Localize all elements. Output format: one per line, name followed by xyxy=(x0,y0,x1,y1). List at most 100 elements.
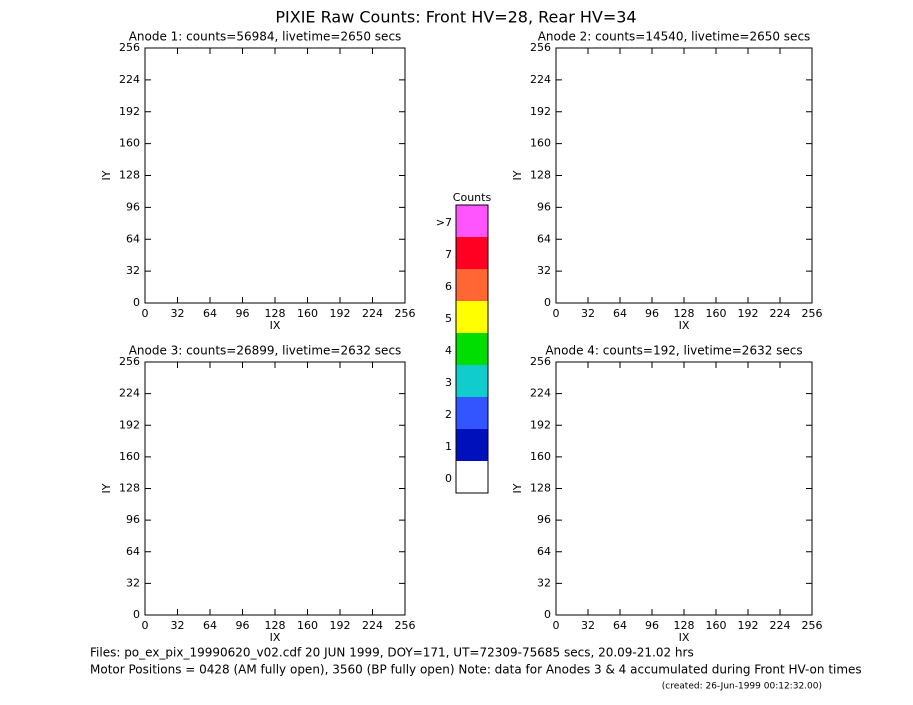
x-tick-label: 256 xyxy=(802,619,823,632)
x-tick-label: 256 xyxy=(395,307,416,320)
x-tick-label: 224 xyxy=(362,307,383,320)
y-tick-label: 64 xyxy=(537,545,551,558)
colorbar-label: 5 xyxy=(445,312,452,325)
y-tick-label: 160 xyxy=(119,450,140,463)
x-axis-label: IX xyxy=(270,631,281,644)
y-tick-label: 160 xyxy=(530,137,551,150)
color-swatch xyxy=(456,333,488,365)
y-tick-label: 32 xyxy=(126,576,140,589)
x-tick-label: 160 xyxy=(297,619,318,632)
panel-title: Anode 2: counts=14540, livetime=2650 sec… xyxy=(538,30,811,44)
x-tick-label: 0 xyxy=(142,619,149,632)
y-tick-label: 64 xyxy=(126,545,140,558)
y-tick-label: 128 xyxy=(530,169,551,182)
colorbar-title: Counts xyxy=(453,191,492,204)
footer-text: Files: po_ex_pix_19990620_v02.cdf 20 JUN… xyxy=(90,646,694,660)
colorbar-label: 6 xyxy=(445,280,452,293)
color-swatch xyxy=(456,461,488,493)
colorbar-frame xyxy=(455,204,489,494)
y-tick-label: 64 xyxy=(126,232,140,245)
x-tick-label: 192 xyxy=(330,619,351,632)
x-tick-label: 192 xyxy=(330,307,351,320)
y-axis-label: IY xyxy=(511,483,524,493)
colorbar-label: 0 xyxy=(445,472,452,485)
y-tick-label: 192 xyxy=(119,418,140,431)
y-tick-label: 0 xyxy=(133,608,140,621)
colorbar-label: 1 xyxy=(445,440,452,453)
y-tick-label: 32 xyxy=(537,576,551,589)
color-swatch xyxy=(456,365,488,397)
y-tick-label: 256 xyxy=(530,41,551,54)
x-tick-label: 224 xyxy=(770,307,791,320)
x-tick-label: 160 xyxy=(297,307,318,320)
x-tick-label: 96 xyxy=(236,307,250,320)
x-tick-label: 32 xyxy=(171,307,185,320)
plot-frame xyxy=(555,361,813,616)
plot-frame xyxy=(144,361,406,616)
y-tick-label: 128 xyxy=(530,482,551,495)
y-tick-label: 128 xyxy=(119,169,140,182)
x-axis-label: IX xyxy=(679,319,690,332)
y-tick-label: 224 xyxy=(530,387,551,400)
y-tick-label: 160 xyxy=(119,137,140,150)
y-tick-label: 96 xyxy=(537,200,551,213)
x-tick-label: 64 xyxy=(203,619,217,632)
y-tick-label: 32 xyxy=(126,264,140,277)
y-tick-label: 128 xyxy=(119,482,140,495)
y-tick-label: 192 xyxy=(119,105,140,118)
y-tick-label: 64 xyxy=(537,232,551,245)
color-swatch xyxy=(456,301,488,333)
x-tick-label: 128 xyxy=(674,307,695,320)
colorbar-label: 7 xyxy=(445,248,452,261)
x-tick-label: 96 xyxy=(645,307,659,320)
x-tick-label: 128 xyxy=(265,619,286,632)
y-tick-label: 256 xyxy=(119,41,140,54)
color-swatch xyxy=(456,429,488,461)
x-axis-label: IX xyxy=(270,319,281,332)
y-axis-label: IY xyxy=(511,170,524,180)
x-tick-label: 0 xyxy=(553,619,560,632)
x-tick-label: 256 xyxy=(395,619,416,632)
x-tick-label: 192 xyxy=(738,619,759,632)
x-tick-label: 160 xyxy=(706,619,727,632)
x-tick-label: 224 xyxy=(362,619,383,632)
y-tick-label: 224 xyxy=(119,387,140,400)
y-axis-label: IY xyxy=(100,483,113,493)
y-tick-label: 96 xyxy=(126,513,140,526)
x-tick-label: 64 xyxy=(203,307,217,320)
x-tick-label: 32 xyxy=(581,307,595,320)
x-tick-label: 128 xyxy=(674,619,695,632)
x-tick-label: 256 xyxy=(802,307,823,320)
y-tick-label: 0 xyxy=(544,608,551,621)
y-tick-label: 224 xyxy=(530,73,551,86)
color-swatch xyxy=(456,237,488,269)
panel-title: Anode 4: counts=192, livetime=2632 secs xyxy=(545,344,802,358)
x-tick-label: 160 xyxy=(706,307,727,320)
y-tick-label: 32 xyxy=(537,264,551,277)
x-tick-label: 96 xyxy=(645,619,659,632)
colorbar-label: 2 xyxy=(445,408,452,421)
panel-title: Anode 1: counts=56984, livetime=2650 sec… xyxy=(129,30,402,44)
plot-frame xyxy=(555,47,813,304)
footer-text: Motor Positions = 0428 (AM fully open), … xyxy=(90,663,862,677)
y-tick-label: 256 xyxy=(119,355,140,368)
y-tick-label: 96 xyxy=(537,513,551,526)
y-tick-label: 256 xyxy=(530,355,551,368)
y-tick-label: 0 xyxy=(544,296,551,309)
x-tick-label: 128 xyxy=(265,307,286,320)
plot-frame xyxy=(144,47,406,304)
colorbar-label: 4 xyxy=(445,344,452,357)
x-tick-label: 64 xyxy=(613,307,627,320)
y-tick-label: 0 xyxy=(133,296,140,309)
x-tick-label: 64 xyxy=(613,619,627,632)
x-tick-label: 224 xyxy=(770,619,791,632)
x-tick-label: 0 xyxy=(553,307,560,320)
page-title: PIXIE Raw Counts: Front HV=28, Rear HV=3… xyxy=(275,8,636,27)
x-tick-label: 192 xyxy=(738,307,759,320)
x-tick-label: 96 xyxy=(236,619,250,632)
y-tick-label: 96 xyxy=(126,200,140,213)
colorbar-label: >7 xyxy=(436,216,452,229)
x-axis-label: IX xyxy=(679,631,690,644)
y-tick-label: 192 xyxy=(530,105,551,118)
